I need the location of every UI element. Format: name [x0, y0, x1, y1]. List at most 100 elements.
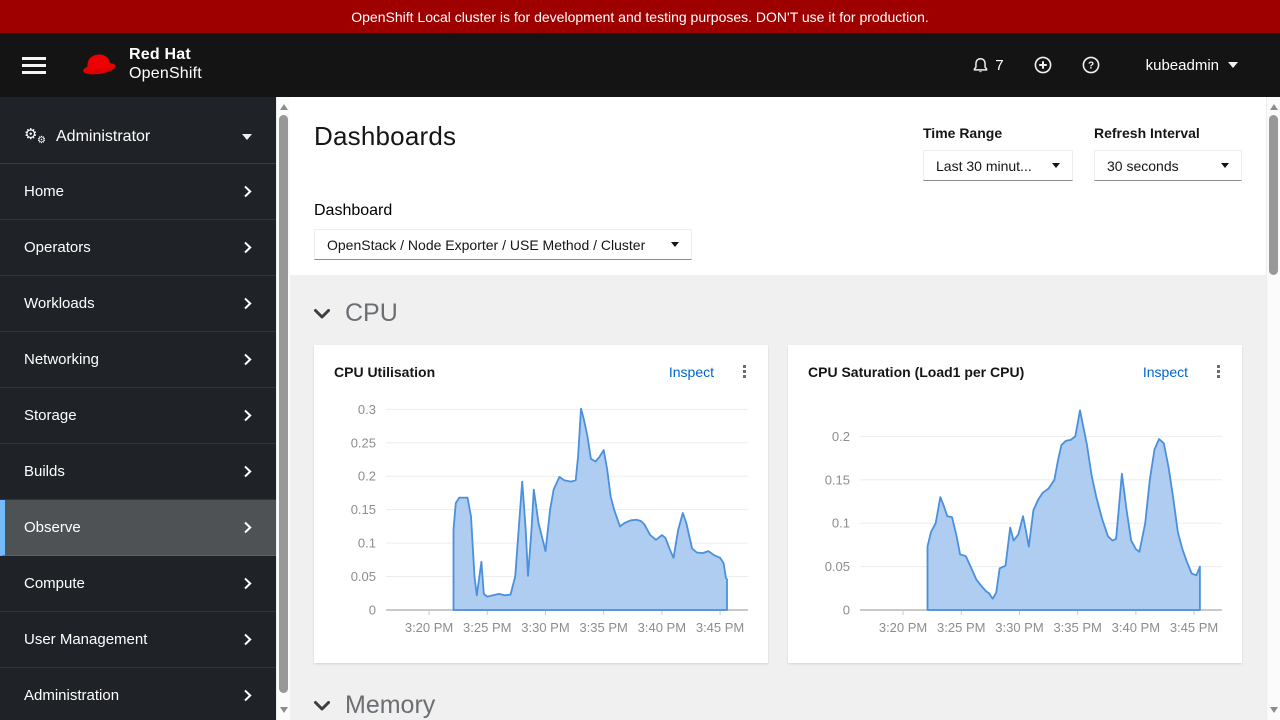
quick-create-button[interactable]	[1034, 56, 1052, 74]
username: kubeadmin	[1145, 56, 1219, 74]
svg-text:0.2: 0.2	[832, 429, 850, 444]
chevron-right-icon	[244, 521, 252, 534]
side-navigation: ⚙ ⚙ Administrator Home Operators Workload…	[0, 97, 276, 720]
sidebar-item-networking[interactable]: Networking	[0, 332, 276, 388]
perspective-switcher[interactable]: ⚙ ⚙ Administrator	[0, 110, 276, 164]
help-button[interactable]: ?	[1082, 56, 1100, 74]
caret-down-icon	[1228, 62, 1238, 68]
sidebar-item-label: User Management	[24, 631, 148, 648]
chevron-right-icon	[244, 241, 252, 254]
scroll-down-arrow-icon[interactable]	[1270, 707, 1278, 713]
brand-line2: OpenShift	[129, 65, 202, 82]
inspect-link[interactable]: Inspect	[1142, 363, 1188, 380]
svg-text:3:20 PM: 3:20 PM	[879, 620, 927, 635]
svg-text:3:35 PM: 3:35 PM	[1053, 620, 1101, 635]
sidebar-item-home[interactable]: Home	[0, 164, 276, 220]
time-range-control: Time Range Last 30 minut...	[923, 125, 1073, 181]
notifications-button[interactable]: 7	[972, 57, 1004, 74]
cluster-warning-banner: OpenShift Local cluster is for developme…	[0, 0, 1280, 33]
kebab-menu-icon[interactable]	[741, 363, 748, 380]
svg-text:3:30 PM: 3:30 PM	[995, 620, 1043, 635]
caret-down-icon	[1052, 163, 1060, 168]
section-header-memory[interactable]: Memory	[314, 691, 1242, 720]
sidebar-item-label: Networking	[24, 351, 100, 368]
section-title: CPU	[345, 299, 398, 327]
refresh-interval-select[interactable]: 30 seconds	[1094, 150, 1242, 181]
chevron-right-icon	[244, 297, 252, 310]
masthead: Red Hat OpenShift 7 ? kubeadmin	[0, 33, 1280, 97]
svg-text:0.05: 0.05	[351, 569, 376, 584]
scrollbar-thumb[interactable]	[1269, 115, 1278, 275]
kebab-menu-icon[interactable]	[1215, 363, 1222, 380]
refresh-interval-label: Refresh Interval	[1094, 125, 1200, 141]
svg-text:0.3: 0.3	[358, 402, 376, 417]
perspective-label: Administrator	[56, 127, 151, 145]
section-header-cpu[interactable]: CPU	[314, 299, 1242, 328]
sidebar-item-label: Compute	[24, 575, 85, 592]
time-range-select[interactable]: Last 30 minut...	[923, 150, 1073, 181]
svg-text:0.15: 0.15	[825, 472, 850, 487]
scroll-up-arrow-icon[interactable]	[1270, 104, 1278, 110]
question-circle-icon: ?	[1082, 56, 1100, 74]
menu-toggle-icon[interactable]	[22, 53, 46, 78]
content-scrollbar[interactable]	[1266, 97, 1280, 720]
scrollbar-thumb[interactable]	[279, 115, 288, 693]
svg-text:0.05: 0.05	[825, 559, 850, 574]
time-range-value: Last 30 minut...	[936, 157, 1032, 174]
svg-text:3:25 PM: 3:25 PM	[463, 620, 511, 635]
plus-circle-icon	[1034, 56, 1052, 74]
chevron-right-icon	[244, 689, 252, 702]
sidebar-item-operators[interactable]: Operators	[0, 220, 276, 276]
chevron-right-icon	[244, 465, 252, 478]
sidebar-item-label: Storage	[24, 407, 77, 424]
sidebar-item-workloads[interactable]: Workloads	[0, 276, 276, 332]
caret-down-icon	[242, 133, 252, 140]
refresh-interval-value: 30 seconds	[1107, 157, 1179, 174]
sidebar-item-user-management[interactable]: User Management	[0, 612, 276, 668]
scroll-up-arrow-icon[interactable]	[280, 104, 288, 110]
svg-text:3:35 PM: 3:35 PM	[579, 620, 627, 635]
inspect-link[interactable]: Inspect	[668, 363, 714, 380]
svg-text:3:40 PM: 3:40 PM	[638, 620, 686, 635]
sidebar-item-administration[interactable]: Administration	[0, 668, 276, 720]
dashboard-select[interactable]: OpenStack / Node Exporter / USE Method /…	[314, 229, 692, 260]
caret-down-icon	[1221, 163, 1229, 168]
dashboard-control: Dashboard OpenStack / Node Exporter / US…	[314, 202, 1242, 260]
banner-text: OpenShift Local cluster is for developme…	[351, 8, 929, 25]
svg-text:3:45 PM: 3:45 PM	[696, 620, 744, 635]
sidebar-item-label: Administration	[24, 687, 120, 704]
bell-icon	[973, 57, 988, 72]
sidebar-item-builds[interactable]: Builds	[0, 444, 276, 500]
sidebar-item-storage[interactable]: Storage	[0, 388, 276, 444]
sidebar-item-compute[interactable]: Compute	[0, 556, 276, 612]
sidebar-item-observe[interactable]: Observe	[0, 500, 276, 556]
user-dropdown[interactable]: kubeadmin	[1146, 57, 1238, 74]
scroll-down-arrow-icon[interactable]	[280, 707, 288, 713]
svg-text:0: 0	[369, 603, 376, 618]
svg-text:3:30 PM: 3:30 PM	[521, 620, 569, 635]
main-content: Dashboards Time Range Last 30 minut... R…	[290, 97, 1266, 720]
sidebar-item-label: Operators	[24, 239, 91, 256]
section-title: Memory	[345, 691, 436, 719]
sidebar-item-label: Workloads	[24, 295, 95, 312]
cpu-utilisation-chart: 0 0.05 0.1 0.15 0.2 0.25 0.3 3:20 PM 3:25 PM 3:30…	[351, 402, 748, 635]
time-range-label: Time Range	[923, 125, 1003, 141]
chart-card-cpu-saturation: CPU Saturation (Load1 per CPU) Inspect 0…	[788, 345, 1242, 663]
chevron-right-icon	[244, 577, 252, 590]
chevron-right-icon	[244, 353, 252, 366]
chevron-right-icon	[244, 409, 252, 422]
sidebar-scrollbar[interactable]	[276, 97, 290, 720]
sidebar-item-label: Home	[24, 183, 65, 200]
refresh-interval-control: Refresh Interval 30 seconds	[1094, 125, 1242, 181]
sidebar-item-label: Observe	[24, 519, 81, 536]
cogs-icon: ⚙ ⚙	[24, 125, 46, 146]
svg-text:0.2: 0.2	[358, 469, 376, 484]
svg-text:0.1: 0.1	[832, 516, 850, 531]
svg-text:0.15: 0.15	[351, 502, 376, 517]
page-title: Dashboards	[314, 121, 457, 151]
svg-text:3:40 PM: 3:40 PM	[1112, 620, 1160, 635]
svg-text:3:20 PM: 3:20 PM	[405, 620, 453, 635]
svg-text:0: 0	[843, 603, 850, 618]
cpu-saturation-chart: 0 0.05 0.1 0.15 0.2 3:20 PM 3:25 PM 3:30 PM 3:35…	[825, 409, 1222, 635]
svg-text:0.25: 0.25	[351, 435, 376, 450]
